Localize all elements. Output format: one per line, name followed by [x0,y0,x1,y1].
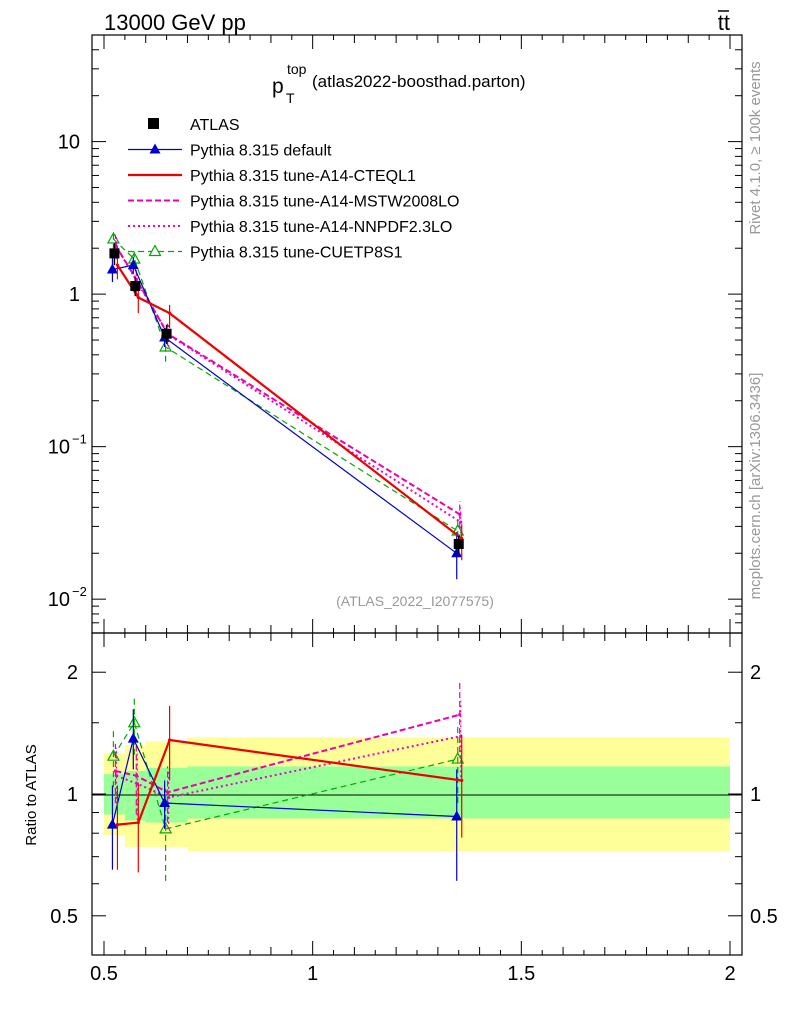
legend-label-mstw: Pythia 8.315 tune-A14-MSTW2008LO [190,194,459,211]
ratio-cteql1-line [117,738,462,826]
plot-title-rest: (atlas2022-boosthad.parton) [312,72,526,91]
default-point-0 [106,818,118,829]
main-series [106,229,465,580]
legend-label-data: ATLAS [190,117,240,134]
mcplots-label: mcplots.cern.ch [arXiv:1306.3436] [747,373,764,600]
plot-title: p top T (atlas2022-boosthad.parton) [272,61,526,106]
ratio-panel: 2 2 1 1 0.5 0.5 0.5 1 1.5 2 Ratio to ATLAS [23,632,778,985]
cteql1-point-0 [115,263,120,267]
cteql1-point-1 [136,820,140,825]
series-mstw [113,234,462,529]
default-point-1 [127,732,139,743]
ratio-band-inner-3 [187,766,730,819]
ratio-series-default [106,709,463,881]
ratio-xtick-label-2: 1.5 [507,963,535,985]
legend-label-default: Pythia 8.315 default [190,143,332,160]
default-point-3 [451,547,463,558]
energy-label: 13000 GeV pp [104,10,246,35]
main-ytick-exp-3: −2 [72,584,87,599]
cuetp-point-1 [127,715,141,728]
plot-title-sub: T [286,90,295,106]
main-cuetp-line [112,238,459,532]
ratio-band-inner-1 [124,770,146,821]
ratio-xtick-label-1: 1 [307,963,318,985]
legend-label-nnpdf: Pythia 8.315 tune-A14-NNPDF2.3LO [190,219,452,236]
main-cteql1-line [116,264,463,540]
legend-label-cuetp: Pythia 8.315 tune-CUETP8S1 [190,245,403,262]
series-nnpdf [114,236,463,539]
main-ytick-label-3: 10 [48,589,70,611]
main-panel: p top T (atlas2022-boosthad.parton) (ATL… [48,34,743,634]
data-point-0 [109,248,120,259]
cteql1-point-0 [115,823,120,827]
ratio-series [106,681,465,881]
legend: ATLAS Pythia 8.315 default Pythia 8.315 tu… [128,117,459,262]
mstw-point-1 [134,774,138,778]
ratio-ytick-label-2: 0.5 [50,906,78,928]
ratio-series-cuetp [106,695,465,881]
data-point-2 [161,328,172,339]
data-point-1 [130,281,141,292]
plot-title-sup: top [287,61,307,77]
legend-label-cteql1: Pythia 8.315 tune-A14-CTEQL1 [190,168,416,185]
ratio-band-inner-0 [104,774,125,815]
mstw-point-2 [166,790,170,794]
series-data [109,243,464,554]
ratio-ytick-label-right-1: 1 [750,784,761,806]
legend-marker-default [149,143,161,154]
process-label-base: tt [718,10,730,35]
data-point-3 [453,538,464,549]
main-ytick-label-0: 10 [58,132,80,154]
analysis-watermark: (ATLAS_2022_I2077575) [336,593,494,609]
main-ytick-exp-2: −1 [72,432,87,447]
mstw-point-0 [113,769,118,773]
main-ytick-label-2: 10 [48,437,70,459]
main-default-line [112,264,458,554]
main-ytick-label-1: 1 [69,284,80,306]
default-point-3 [451,810,463,821]
cteql1-point-1 [136,295,140,300]
ratio-xtick-label-3: 2 [724,963,735,985]
ratio-axis-ticks: 2 2 1 1 0.5 0.5 0.5 1 1.5 2 [50,633,778,985]
cuetp-point-3 [451,751,465,764]
default-point-2 [159,797,171,808]
ratio-ytick-label-right-0: 2 [750,662,761,684]
ratio-ytick-label-0: 2 [67,662,78,684]
ratio-ytick-label-right-2: 0.5 [750,906,778,928]
default-point-1 [127,259,139,270]
cteql1-point-2 [168,311,172,315]
ratio-nnpdf-line [116,735,461,799]
ratio-cuetp-line [112,721,458,830]
cteql1-point-2 [168,738,172,742]
legend-marker-data [148,118,159,129]
mstw-point-3 [458,713,462,717]
ratio-default-line [111,736,457,825]
mstw-point-3 [458,512,462,516]
series-default [106,257,463,580]
cuetp-point-0 [106,748,120,761]
main-mstw-line [114,244,461,516]
ratio-ytick-label-1: 1 [67,784,78,806]
process-label: tt t [718,10,730,35]
ratio-xtick-label-0: 0.5 [90,963,118,985]
default-point-0 [106,263,118,274]
main-nnpdf-line [115,246,462,523]
nnpdf-point-2 [167,795,171,800]
series-cteql1 [115,253,464,561]
cteql1-point-3 [460,778,464,783]
legend-marker-cuetp [148,244,162,257]
ratio-series-cteql1 [115,706,464,873]
plot-title-p: p [272,75,284,98]
ratio-ylabel: Ratio to ATLAS [23,744,40,845]
rivet-version-label: Rivet 4.1.0, ≥ 100k events [747,61,764,234]
